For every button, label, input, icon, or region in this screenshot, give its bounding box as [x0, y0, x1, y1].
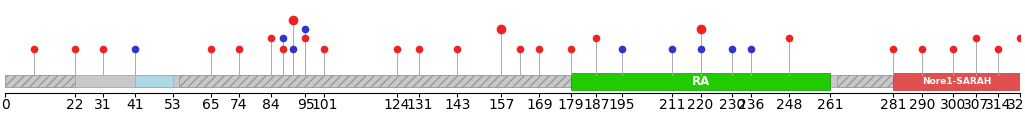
Bar	[5, 75, 75, 87]
Text: Nore1-SARAH: Nore1-SARAH	[921, 77, 991, 86]
Bar	[571, 73, 830, 90]
Bar	[179, 75, 571, 87]
Bar	[134, 75, 172, 87]
Bar	[836, 75, 894, 87]
Bar	[5, 75, 1020, 87]
Bar	[894, 73, 1020, 90]
Text: RA: RA	[692, 75, 709, 88]
